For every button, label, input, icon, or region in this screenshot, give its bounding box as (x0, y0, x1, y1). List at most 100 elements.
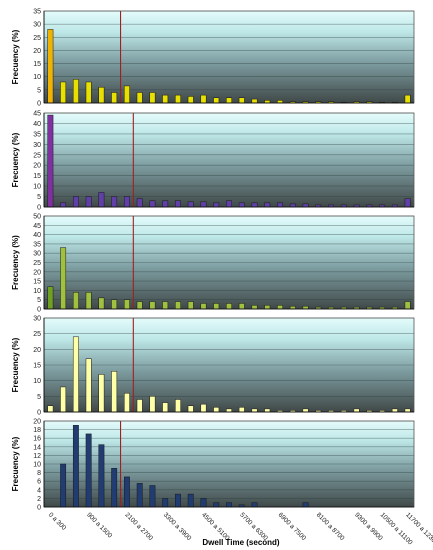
y-tick-label: 35 (33, 131, 41, 138)
bar (277, 305, 283, 310)
panel-3: 0 5 10 15 20 25 30 35 40 45 50 Frecuency (%) (11, 214, 415, 314)
bar (277, 202, 283, 208)
y-tick-label: 18 (33, 427, 41, 434)
bar (175, 200, 181, 208)
y-tick-label: 16 (33, 436, 41, 443)
bar (98, 192, 105, 208)
bar (200, 303, 207, 310)
bar (187, 493, 194, 508)
x-tick-label: 2100 a 2700 (124, 511, 155, 542)
y-tick-label: 25 (33, 331, 41, 338)
y-tick-label: 30 (33, 316, 41, 323)
y-tick-label: 12 (33, 453, 41, 460)
y-tick-label: 4 (37, 487, 41, 494)
bar (85, 358, 92, 413)
y-tick-label: 15 (33, 61, 41, 68)
y-tick-label: 0 (37, 307, 41, 314)
bar (187, 201, 194, 208)
bar (124, 299, 130, 310)
bar (72, 292, 79, 310)
bar (111, 196, 118, 208)
bar (98, 297, 105, 310)
bar (72, 196, 79, 208)
bar (200, 403, 207, 413)
y-tick-label: 25 (33, 35, 41, 42)
y-tick-label: 0 (37, 505, 41, 512)
bar (238, 303, 245, 310)
bar (60, 81, 67, 104)
y-tick-label: 35 (33, 241, 41, 248)
bar (404, 301, 411, 310)
bar (136, 198, 143, 208)
bar (162, 301, 169, 310)
bar (85, 81, 92, 104)
y-tick-label: 15 (33, 279, 41, 286)
y-tick-label: 8 (37, 470, 41, 477)
bar (302, 408, 309, 413)
y-tick-label: 20 (33, 347, 41, 354)
x-tick-label: 0 a 300 (47, 511, 68, 532)
bar (238, 202, 245, 208)
y-tick-label: 5 (37, 194, 41, 201)
y-tick-label: 0 (37, 205, 41, 212)
y-tick-label: 45 (33, 223, 41, 230)
bar (404, 408, 411, 413)
bar (200, 94, 207, 104)
bar (238, 407, 245, 413)
y-tick-label: 0 (37, 410, 41, 417)
bar (404, 198, 411, 208)
bar (289, 305, 296, 310)
bar (264, 408, 271, 413)
bar (213, 502, 220, 508)
x-tick-label: 3300 a 3900 (162, 511, 193, 542)
bar (72, 79, 79, 104)
bar (149, 396, 156, 413)
y-tick-label: 20 (33, 419, 41, 426)
x-tick-label: 6900 a 7500 (277, 511, 308, 542)
y-tick-label: 5 (37, 297, 41, 304)
y-tick-label: 30 (33, 251, 41, 258)
bar (47, 286, 54, 310)
bar (187, 405, 194, 413)
y-tick-label: 20 (33, 163, 41, 170)
bar (251, 408, 258, 413)
y-tick-label: 50 (33, 214, 41, 221)
bar (149, 301, 156, 310)
y-tick-label: 10 (33, 184, 41, 191)
bar (162, 94, 169, 104)
bar (162, 402, 169, 413)
y-tick-label: 5 (37, 87, 41, 94)
bar (149, 200, 156, 208)
bar (136, 301, 143, 310)
bar (149, 92, 156, 104)
bar (60, 247, 67, 310)
x-tick-label: 8100 a 8700 (315, 511, 346, 542)
bar (60, 386, 67, 413)
bar (175, 301, 181, 310)
bar (60, 463, 67, 508)
bar (226, 97, 232, 104)
bar (98, 444, 105, 508)
y-tick-label: 14 (33, 444, 41, 451)
y-tick-label: 6 (37, 479, 41, 486)
bar (226, 303, 232, 310)
bar (251, 502, 258, 508)
x-tick-label: 900 a 1500 (85, 511, 113, 539)
y-tick-label: 10 (33, 288, 41, 295)
bar (353, 408, 360, 413)
y-tick-label: 10 (33, 462, 41, 469)
x-axis-label: Dwell Time (second) (202, 538, 280, 547)
y-axis-label: Frecuency (%) (11, 337, 20, 392)
panels: 0 5 10 15 20 25 30 35 Frecuency (%) 0 5 10 15 20 25 30 3… (11, 9, 415, 512)
bar (404, 94, 411, 104)
bar (60, 202, 67, 208)
bar (251, 305, 258, 310)
bar (124, 392, 130, 413)
bar (111, 371, 118, 413)
bar (124, 85, 130, 104)
y-tick-label: 25 (33, 260, 41, 267)
y-tick-label: 40 (33, 232, 41, 239)
y-tick-label: 45 (33, 111, 41, 118)
